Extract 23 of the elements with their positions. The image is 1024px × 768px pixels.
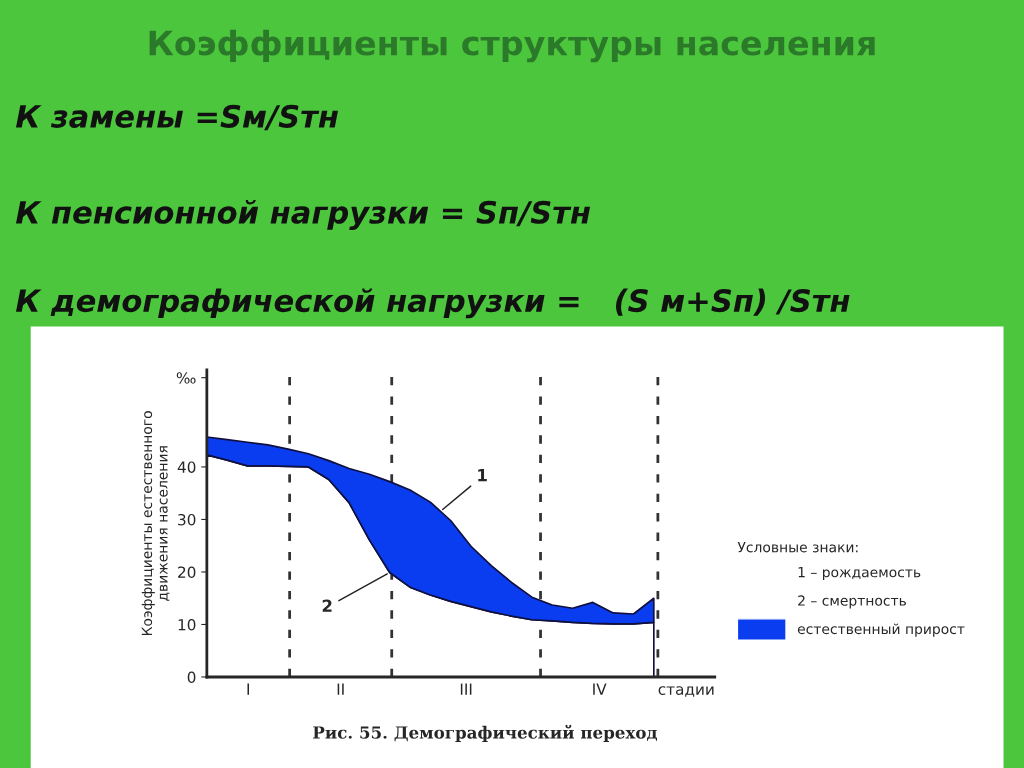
text: К замены =Sм/Sтн (16, 104, 338, 131)
text: III (460, 683, 472, 695)
y-tick-label: 10 (178, 618, 196, 631)
y-tick-label: 0 (187, 671, 196, 684)
chart-title: Коэффициенты структуры населения (149, 29, 875, 63)
y-axis-title: Коэффициенты естественного движения населения (141, 411, 170, 636)
text: 1 – рождаемость (798, 567, 921, 581)
text: Рис. 55. Демографический переход (313, 724, 658, 743)
y-tick-label: ‰ (176, 372, 196, 384)
legend-title: Условные знаки: (737, 542, 858, 553)
y-tick-label: 30 (178, 513, 196, 526)
text: 2 – смертность (798, 595, 906, 609)
text: стадии (658, 686, 714, 697)
text: К демографической нагрузки = (S м+Sп) /Sтн (16, 288, 850, 319)
legend-label: естественный прирост (797, 623, 965, 637)
annotation: 2 (322, 599, 332, 612)
text: II (337, 683, 344, 695)
annotation: 1 (478, 469, 487, 482)
text: I (247, 683, 249, 695)
y-tick-label: 20 (178, 566, 196, 578)
y-tick-label: 40 (177, 461, 196, 473)
text: К пенсионной нагрузки = Sп/Sтн (16, 200, 591, 231)
text: IV (593, 683, 607, 695)
